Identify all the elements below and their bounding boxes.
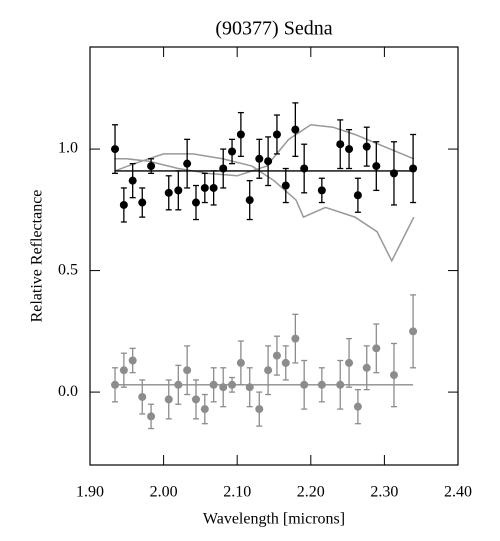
point (317, 380, 326, 389)
point (264, 157, 273, 166)
point (389, 371, 398, 380)
point (119, 366, 128, 375)
point (255, 405, 264, 414)
x-tick-label: 2.40 (444, 484, 472, 501)
point (111, 145, 120, 154)
point (183, 159, 192, 168)
point (372, 162, 381, 171)
point (209, 183, 218, 192)
point (128, 356, 137, 365)
model-curve (115, 123, 415, 177)
point (291, 334, 300, 343)
x-tick-label: 2.00 (150, 484, 178, 501)
y-tick-label: 0.0 (58, 383, 78, 400)
point (362, 142, 371, 151)
chart-title: (90377) Sedna (215, 18, 332, 40)
point (138, 392, 147, 401)
y-axis-label: Relative Reflectance (29, 190, 46, 323)
x-tick-label: 1.90 (76, 484, 104, 501)
point (147, 162, 156, 171)
point (264, 366, 273, 375)
point (128, 176, 137, 185)
point (362, 363, 371, 372)
x-axis-label: Wavelength [microns] (203, 511, 345, 528)
point (164, 188, 173, 197)
point (164, 395, 173, 404)
point (389, 169, 398, 178)
point (147, 412, 156, 421)
point (191, 198, 200, 207)
point (353, 191, 362, 200)
point (281, 181, 290, 190)
point (255, 154, 264, 163)
point (228, 380, 237, 389)
point (111, 380, 120, 389)
point (209, 380, 218, 389)
point (174, 380, 183, 389)
point (272, 130, 281, 139)
point (409, 327, 418, 336)
point (317, 186, 326, 195)
point (272, 351, 281, 360)
point (236, 358, 245, 367)
point (345, 358, 354, 367)
point (119, 200, 128, 209)
point (372, 344, 381, 353)
x-tick-label: 2.10 (223, 484, 251, 501)
point (219, 383, 228, 392)
point (245, 196, 254, 205)
point (200, 183, 209, 192)
point (281, 358, 290, 367)
point (291, 125, 300, 134)
point (138, 198, 147, 207)
point (300, 380, 309, 389)
point (183, 366, 192, 375)
x-tick-label: 2.20 (297, 484, 325, 501)
point (336, 140, 345, 149)
point (191, 395, 200, 404)
y-tick-label: 0.5 (58, 261, 78, 278)
point (228, 147, 237, 156)
y-tick-label: 1.0 (58, 140, 78, 157)
point (409, 164, 418, 173)
point (200, 405, 209, 414)
point (300, 164, 309, 173)
point (236, 130, 245, 139)
point (353, 402, 362, 411)
model-curve (114, 153, 415, 263)
plot-frame (89, 46, 459, 466)
point (245, 383, 254, 392)
point (174, 186, 183, 195)
x-tick-label: 2.30 (370, 484, 398, 501)
point (219, 164, 228, 173)
point (336, 380, 345, 389)
point (345, 145, 354, 154)
